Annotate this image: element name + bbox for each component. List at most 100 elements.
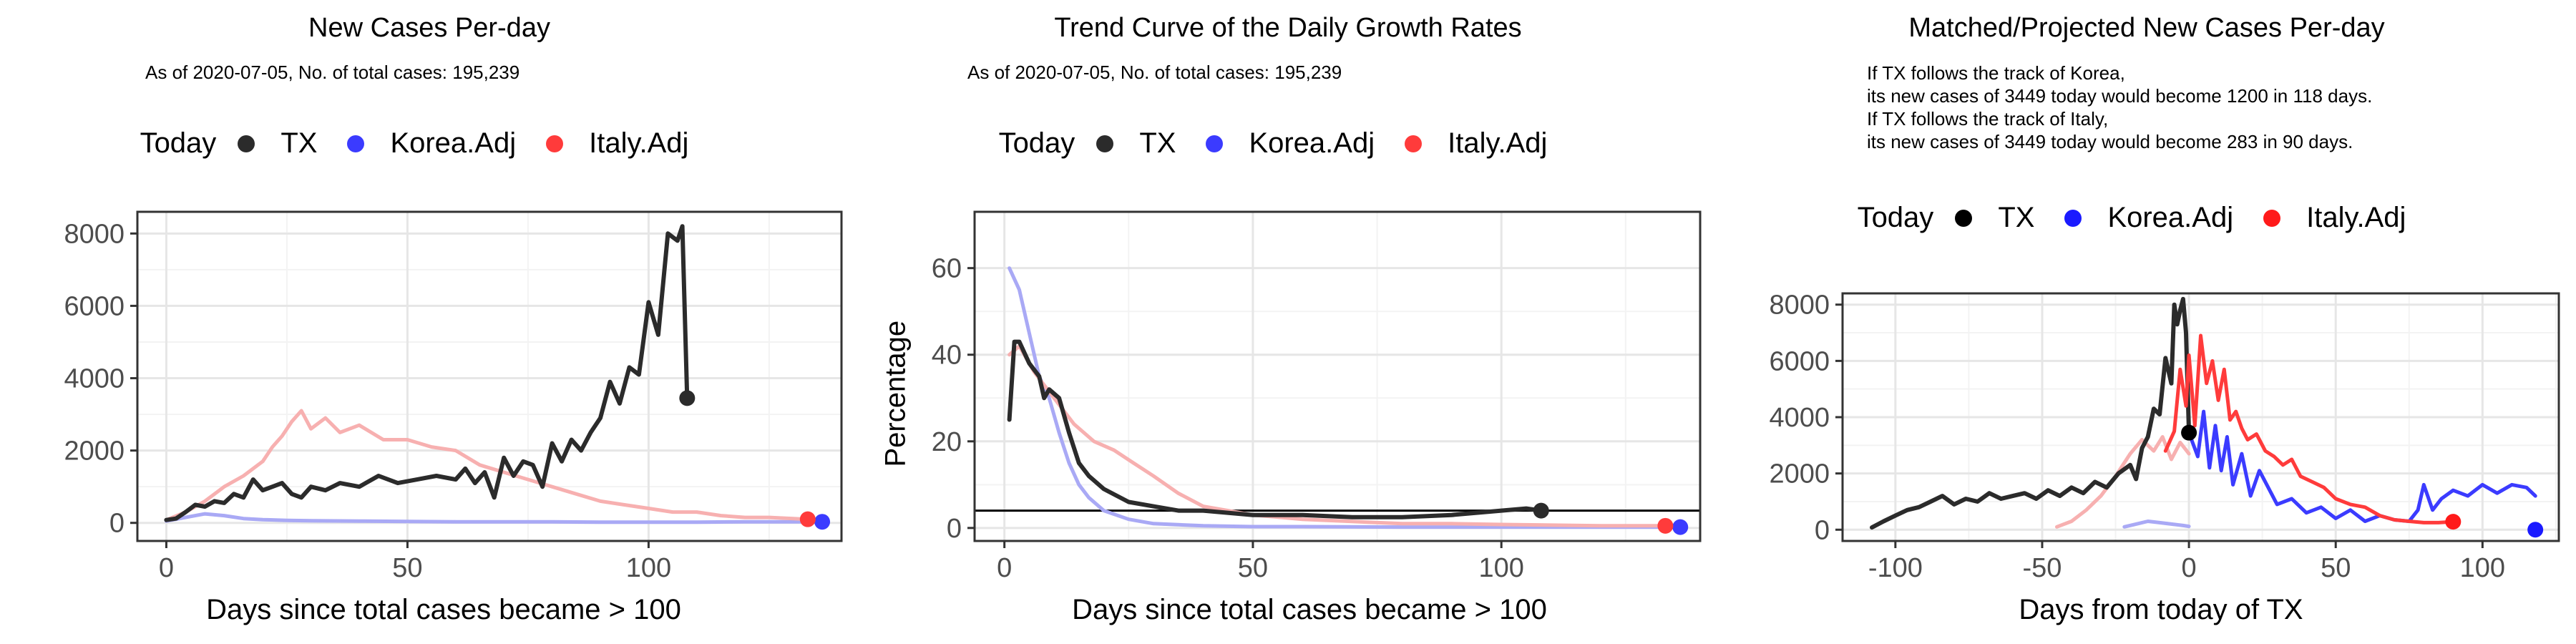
legend-dot-korea — [2064, 209, 2082, 227]
legend-label-korea: Korea.Adj — [2107, 202, 2234, 233]
series-line-korea-adj — [2187, 409, 2537, 523]
legend: Today TX Korea.Adj Italy.Adj — [859, 127, 1717, 160]
legend-label-italy: Italy.Adj — [589, 127, 689, 159]
legend-label-tx: TX — [1139, 127, 1176, 159]
y-tick-label: 20 — [932, 427, 962, 457]
legend-item-korea: Korea.Adj — [2064, 202, 2233, 234]
x-tick-label: 100 — [626, 553, 671, 583]
panel-projected-cases: Matched/Projected New Cases Per-day If T… — [1717, 0, 2576, 644]
x-tick-label: -100 — [1868, 553, 1923, 583]
plot-frame — [1841, 292, 2560, 542]
today-point-korea-adj — [1672, 519, 1689, 535]
y-tick-label: 0 — [1815, 515, 1830, 545]
today-point-korea-adj — [2527, 522, 2544, 538]
legend-dot-tx — [238, 135, 255, 152]
y-tick-label: 4000 — [64, 364, 125, 394]
x-axis-label: Days since total cases became > 100 — [206, 594, 681, 625]
legend-label-tx: TX — [1998, 202, 2035, 233]
chart-title: Matched/Projected New Cases Per-day — [1908, 13, 2385, 43]
legend-label-tx: TX — [280, 127, 318, 159]
today-point-tx — [1533, 502, 1549, 519]
series-line-tx — [1007, 339, 1543, 519]
legend-dot-italy — [1405, 135, 1423, 152]
legend-title: Today — [1857, 202, 1934, 233]
legend-dot-italy — [546, 135, 564, 152]
plot-frame — [973, 210, 1702, 542]
plot-background — [137, 212, 841, 541]
y-tick-label: 60 — [932, 254, 962, 284]
x-tick-label: 100 — [1478, 553, 1523, 583]
legend-item-korea: Korea.Adj — [347, 127, 516, 160]
legend-dot-korea — [1206, 135, 1224, 152]
note-line: its new cases of 3449 today would become… — [1867, 85, 2373, 107]
y-tick-label: 8000 — [64, 219, 125, 249]
today-point-korea-adj — [814, 514, 831, 530]
today-point-italy-adj — [2445, 514, 2462, 530]
x-axis-label: Days from today of TX — [2019, 594, 2303, 625]
chart-subtitle: As of 2020-07-05, No. of total cases: 19… — [145, 62, 520, 83]
legend-dot-italy — [2263, 209, 2281, 227]
x-tick-label: 50 — [2321, 553, 2351, 583]
x-tick-label: 0 — [159, 553, 174, 583]
plot-frame — [136, 210, 843, 542]
y-tick-label: 6000 — [64, 291, 125, 321]
legend-item-tx: TX — [1096, 127, 1176, 160]
chart-subtitle: As of 2020-07-05, No. of total cases: 19… — [967, 62, 1342, 83]
today-point-italy-adj — [1657, 517, 1674, 534]
legend-title: Today — [140, 127, 217, 159]
x-tick-label: 50 — [1238, 553, 1268, 583]
chart-plot-growth-rates: 0 50 100 0 20 40 60 — [932, 210, 1702, 583]
legend-label-korea: Korea.Adj — [390, 127, 517, 159]
chart-plot-new-cases: 0 50 100 0 2000 4000 6000 8000 — [64, 210, 843, 583]
legend-item-korea: Korea.Adj — [1206, 127, 1375, 160]
today-point-tx — [2181, 424, 2197, 441]
series-line-italy-adj — [164, 409, 810, 522]
today-point-tx — [679, 390, 696, 406]
legend-item-tx: TX — [238, 127, 317, 160]
plot-background — [975, 212, 1700, 541]
chart-plot-projected: -100 -50 0 50 100 0 2000 4000 6000 8000 — [1769, 291, 2560, 583]
y-tick-label: 4000 — [1769, 403, 1830, 433]
series-line-tx — [1870, 296, 2192, 530]
y-tick-label: 2000 — [1769, 459, 1830, 489]
y-tick-label: 8000 — [1769, 291, 1830, 321]
y-tick-label: 0 — [109, 509, 125, 539]
legend-dot-korea — [347, 135, 365, 152]
y-tick-label: 40 — [932, 341, 962, 371]
y-tick-label: 0 — [947, 514, 962, 544]
x-axis-label: Days since total cases became > 100 — [1072, 594, 1547, 625]
x-tick-label: 0 — [2182, 553, 2197, 583]
y-tick-label: 2000 — [64, 436, 125, 467]
note-line: If TX follows the track of Italy, — [1867, 108, 2109, 130]
legend-dot-tx — [1955, 209, 1973, 227]
series-line-italy-adj — [2163, 333, 2455, 525]
series-line-korea-adj — [164, 512, 819, 525]
chart-title: New Cases Per-day — [308, 13, 550, 43]
x-tick-label: 50 — [392, 553, 422, 583]
note-line: its new cases of 3449 today would become… — [1867, 131, 2353, 152]
panel-new-cases: New Cases Per-day As of 2020-07-05, No. … — [0, 0, 859, 644]
x-tick-label: -50 — [2023, 553, 2062, 583]
legend: Today TX Korea.Adj Italy.Adj — [1717, 202, 2576, 234]
series-line-italy-adj-past — [2055, 435, 2191, 529]
legend-label-italy: Italy.Adj — [1448, 127, 1548, 159]
legend-label-korea: Korea.Adj — [1249, 127, 1375, 159]
legend: Today TX Korea.Adj Italy.Adj — [0, 127, 859, 160]
legend-dot-tx — [1096, 135, 1114, 152]
series-line-korea-adj-past — [2122, 519, 2191, 529]
legend-label-italy: Italy.Adj — [2306, 202, 2406, 233]
y-axis-label: Percentage — [879, 320, 912, 467]
panel-growth-rates: Trend Curve of the Daily Growth Rates As… — [859, 0, 1717, 644]
chart-title: Trend Curve of the Daily Growth Rates — [1054, 13, 1522, 43]
today-point-italy-adj — [799, 511, 816, 527]
x-tick-label: 100 — [2460, 553, 2505, 583]
legend-item-italy: Italy.Adj — [546, 127, 688, 160]
legend-item-italy: Italy.Adj — [1405, 127, 1547, 160]
series-line-tx — [164, 224, 690, 522]
projection-notes: If TX follows the track of Korea, its ne… — [1867, 62, 2372, 153]
legend-item-italy: Italy.Adj — [2263, 202, 2406, 234]
series-line-italy-adj — [1008, 344, 1667, 528]
legend-item-tx: TX — [1955, 202, 2034, 234]
note-line: If TX follows the track of Korea, — [1867, 62, 2125, 84]
x-tick-label: 0 — [997, 553, 1012, 583]
